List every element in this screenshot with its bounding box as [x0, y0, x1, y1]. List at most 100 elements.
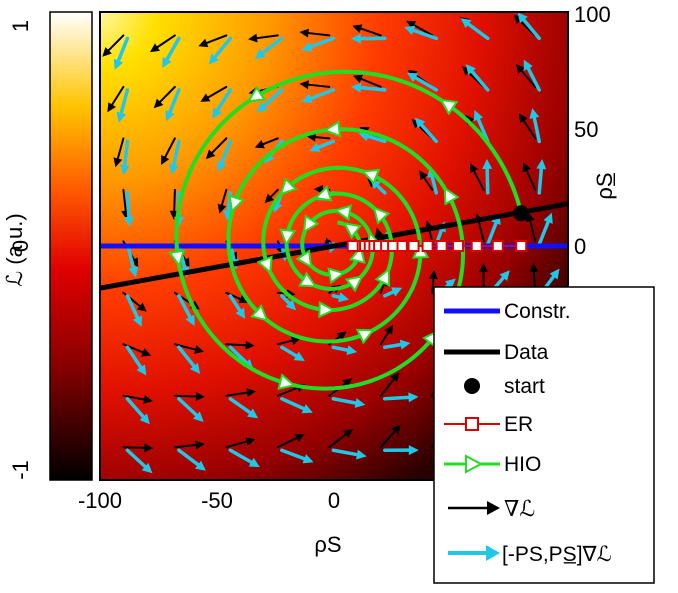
projected-gradient-arrow-head — [193, 411, 204, 422]
projected-gradient-arrow-shaft — [331, 294, 341, 299]
projected-gradient-arrow-head — [301, 93, 313, 104]
colorbar-tick-top: 1 — [8, 20, 33, 32]
legend-grad-head — [487, 501, 500, 515]
projected-gradient-arrow-shaft — [172, 139, 181, 167]
projected-gradient-arrow-head — [301, 41, 313, 52]
gradient-arrow-shaft — [529, 219, 537, 243]
projected-gradient-arrow-head — [189, 362, 201, 374]
projected-gradient-arrow-head — [248, 457, 260, 468]
projected-gradient-arrow — [523, 59, 541, 92]
projected-gradient-arrow — [280, 448, 314, 464]
gradient-arrow-shaft — [360, 77, 382, 88]
projected-gradient-arrow-shaft — [280, 448, 307, 461]
gradient-arrow-head — [391, 424, 401, 435]
projected-gradient-arrow-shaft — [383, 342, 403, 350]
gradient-arrow-shaft — [207, 85, 228, 99]
gradient-arrow-head — [245, 340, 255, 350]
gradient-arrow-head — [198, 38, 209, 48]
gradient-arrow-head — [248, 33, 258, 43]
hio-marker — [361, 168, 381, 185]
projected-gradient-arrow-shaft — [375, 183, 387, 195]
gradient-arrow-head — [153, 98, 164, 109]
gradient-arrow-head — [306, 132, 316, 142]
projected-gradient-arrow-head — [136, 364, 147, 376]
projected-gradient-arrow-shaft — [213, 36, 233, 59]
projected-gradient-arrow-head — [499, 270, 510, 282]
gradient-arrow-head — [343, 428, 354, 438]
gradient-arrow-head — [161, 154, 170, 165]
gradient-arrow-shaft — [423, 176, 434, 191]
projected-gradient-arrow-head — [235, 307, 246, 319]
projected-gradient-arrow — [177, 294, 195, 326]
projected-gradient-arrow — [331, 397, 366, 408]
gradient-arrow — [122, 394, 153, 404]
gradient-arrow-shaft — [220, 188, 228, 207]
gradient-arrow-shaft — [477, 221, 485, 243]
gradient-arrow-head — [245, 437, 256, 446]
legend-er-label: ER — [504, 413, 533, 436]
legend-hio-marker — [465, 454, 484, 474]
projected-gradient-arrow-shaft — [476, 117, 490, 144]
projected-gradient-arrow — [301, 36, 336, 52]
gradient-arrow-head — [470, 163, 479, 174]
projected-gradient-arrow-head — [408, 392, 419, 403]
gradient-arrow-shaft — [173, 394, 197, 398]
projected-gradient-arrow-shaft — [280, 294, 291, 305]
projected-gradient-arrow — [331, 345, 358, 356]
projected-gradient-arrow-head — [465, 64, 476, 75]
gradient-arrow-head — [264, 193, 275, 204]
projected-gradient-arrow — [414, 117, 439, 144]
projected-gradient-arrow-head — [406, 72, 419, 83]
gradient-arrow-head — [299, 28, 309, 38]
projected-gradient-arrow — [536, 158, 547, 195]
projected-gradient-arrow — [162, 36, 181, 69]
projected-gradient-arrow-head — [162, 56, 172, 69]
gradient-arrow-head — [238, 294, 249, 304]
gradient-arrow-shaft — [276, 436, 298, 449]
gradient-arrow-shaft — [122, 188, 127, 212]
hio-marker — [443, 186, 460, 206]
gradient-arrow-head — [181, 257, 190, 268]
gradient-arrow-shaft — [379, 284, 385, 294]
gradient-arrow — [102, 34, 125, 57]
gradient-arrow-head — [144, 443, 154, 453]
projected-gradient-arrow-head — [549, 268, 560, 280]
colorbar-tick-bottom: -1 — [8, 460, 33, 480]
hio-marker — [298, 271, 318, 288]
projected-gradient-arrow-shaft — [215, 88, 233, 112]
projected-gradient-arrow-head — [404, 25, 416, 36]
gradient-arrow — [205, 137, 228, 160]
projected-gradient-arrow-head — [408, 445, 419, 456]
hio-marker — [277, 373, 297, 390]
er-marker — [346, 240, 359, 252]
gradient-arrow — [379, 324, 394, 346]
projected-gradient-arrow-head — [338, 292, 349, 303]
gradient-arrow — [113, 137, 125, 168]
gradient-arrow-shaft — [359, 27, 382, 37]
projected-gradient-arrow-head — [391, 287, 403, 297]
hio-marker — [295, 249, 313, 269]
data-line — [100, 201, 568, 291]
gradient-arrow — [419, 170, 434, 191]
gradient-arrow-head — [194, 345, 204, 354]
gradient-arrow-shaft — [379, 331, 390, 346]
projected-gradient-arrow-shaft — [219, 139, 233, 165]
gradient-arrow-head — [515, 63, 526, 74]
projected-gradient-arrow — [537, 212, 553, 247]
gradient-arrow — [122, 443, 154, 453]
hio-marker — [168, 249, 186, 268]
gradient-arrow-shaft — [276, 386, 299, 397]
projected-gradient-arrow-shaft — [280, 397, 306, 411]
gradient-arrow-head — [107, 102, 116, 113]
projected-gradient-arrow-shaft — [331, 345, 350, 352]
gradient-arrow-head — [519, 113, 528, 124]
er-marker — [515, 240, 528, 252]
projected-gradient-arrow-shaft — [532, 116, 541, 144]
gradient-arrow-shaft — [116, 137, 125, 160]
projected-gradient-arrow — [125, 397, 150, 425]
hio-marker — [228, 194, 245, 214]
gradient-arrow — [299, 28, 331, 38]
projected-gradient-arrow-head — [165, 110, 175, 122]
projected-gradient-arrow-head — [168, 163, 179, 175]
